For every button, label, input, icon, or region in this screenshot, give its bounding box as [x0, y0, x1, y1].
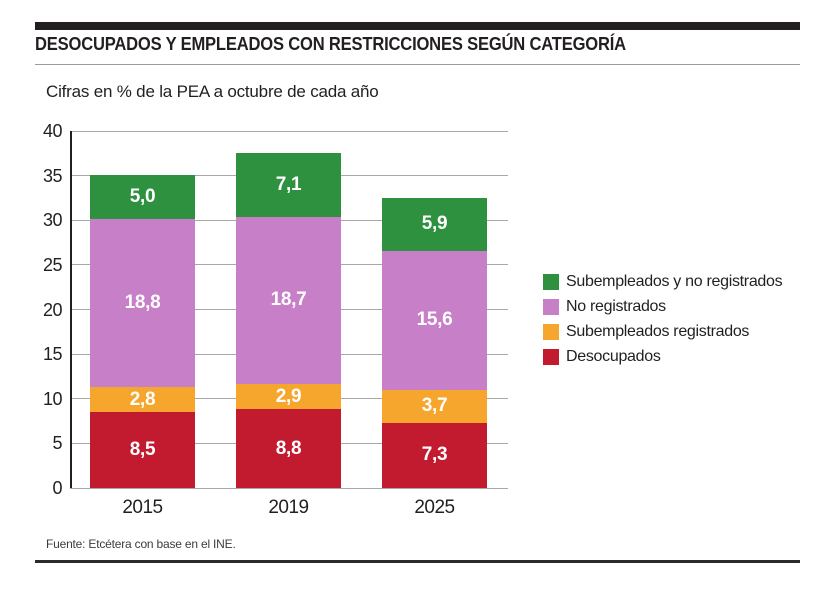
- bar-value-label: 5,0: [129, 186, 156, 208]
- y-axis-tick-label: 25: [42, 254, 63, 275]
- legend-item: Desocupados: [543, 344, 782, 369]
- bar-value-label: 8,8: [275, 437, 302, 459]
- legend: Subempleados y no registrados No registra…: [543, 269, 783, 369]
- bar-value-label: 15,6: [416, 309, 453, 331]
- page-title: DESOCUPADOS Y EMPLEADOS CON RESTRICCIONE…: [35, 34, 626, 54]
- bar-segment-2019: [236, 216, 341, 384]
- bar-segment-2025: [382, 197, 487, 251]
- legend-item: Subempleados registrados: [543, 319, 782, 344]
- legend-item: Subempleados y no registrados: [543, 269, 783, 294]
- bar-segment-2025: [382, 250, 487, 390]
- bar-segment-2025: [382, 422, 487, 488]
- legend-item: No registrados: [543, 294, 782, 319]
- bar-value-label: 5,9: [421, 213, 448, 235]
- legend-swatch-icon: [543, 323, 559, 340]
- legend-swatch-icon: [543, 298, 559, 315]
- x-axis-tick-label: 2019: [268, 497, 309, 518]
- y-axis-line: [70, 131, 72, 488]
- x-axis-tick-label: 2015: [122, 497, 163, 518]
- bar-value-label: 2,8: [129, 388, 156, 410]
- legend-label: Desocupados: [566, 347, 661, 365]
- bar-value-label: 18,7: [270, 289, 307, 311]
- bar-value-label: 7,1: [275, 173, 302, 195]
- y-axis-tick-label: 15: [42, 344, 63, 365]
- y-axis-tick-label: 40: [42, 121, 63, 141]
- bar-segment-2025: [382, 389, 487, 423]
- legend-swatch-icon: [543, 273, 559, 290]
- plot-area: 8,5 2,8 18,8 5,0 8,8 2,9 18,7 7,1 7,3 3,7 15,6 5,9: [70, 130, 508, 489]
- bar-value-label: 3,7: [421, 395, 448, 417]
- y-axis-tick-label: 30: [42, 210, 63, 231]
- legend-label: Subempleados y no registrados: [566, 272, 783, 290]
- chart-subtitle: Cifras en % de la PEA a octubre de cada …: [46, 82, 379, 101]
- gridline-40: [70, 130, 508, 132]
- bar-segment-2015: [90, 412, 195, 488]
- x-axis-tick-label: 2025: [414, 497, 455, 518]
- legend-label: No registrados: [566, 297, 666, 315]
- bar-segment-2015: [90, 174, 195, 220]
- bar-value-label: 7,3: [421, 444, 448, 466]
- bar-segment-2019: [236, 153, 341, 217]
- bar-segment-2015: [90, 387, 195, 413]
- top-accent-bar: [35, 22, 800, 30]
- legend-swatch-icon: [543, 348, 559, 365]
- legend-label: Subempleados registrados: [566, 322, 750, 340]
- bar-value-label: 2,9: [275, 385, 302, 407]
- bar-segment-2015: [90, 219, 195, 388]
- y-axis-tick-label: 0: [52, 478, 62, 498]
- gridline-0: [70, 487, 508, 489]
- bar-segment-2019: [236, 383, 341, 410]
- source-note: Fuente: Etcétera con base en el INE.: [46, 537, 236, 551]
- title-divider: [35, 64, 800, 65]
- bar-value-label: 8,5: [129, 439, 156, 461]
- bar-segment-2019: [236, 409, 341, 488]
- y-axis-tick-label: 20: [42, 299, 63, 320]
- y-axis-tick-label: 10: [42, 388, 63, 409]
- y-axis-tick-label: 35: [42, 165, 63, 186]
- bar-value-label: 18,8: [124, 292, 161, 314]
- bottom-border: [35, 560, 800, 563]
- y-axis-tick-label: 5: [52, 433, 62, 454]
